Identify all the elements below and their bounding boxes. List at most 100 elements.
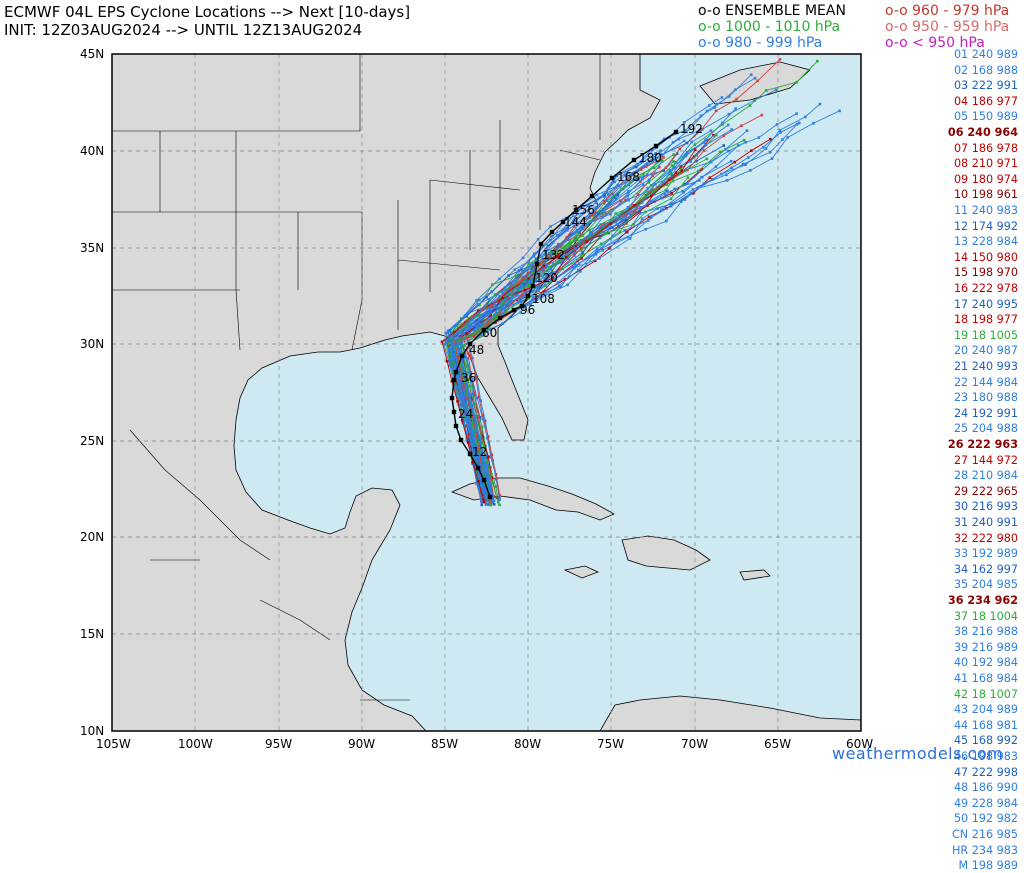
track-point <box>778 58 782 61</box>
track-point <box>712 133 715 137</box>
track-point <box>468 384 471 388</box>
lat-label: 20N <box>80 530 105 544</box>
track-point <box>527 260 530 263</box>
track-point <box>588 228 591 232</box>
track-point <box>444 331 448 335</box>
track-point <box>634 165 638 169</box>
track-point <box>496 500 500 504</box>
track-point <box>647 190 651 194</box>
track-point <box>489 455 493 459</box>
track-point <box>481 313 484 317</box>
track-point <box>689 160 692 163</box>
track-point <box>680 169 683 173</box>
track-point <box>657 166 661 169</box>
track-point <box>544 250 548 254</box>
track-point <box>542 264 546 268</box>
track-point <box>664 219 668 223</box>
track-point <box>507 291 511 294</box>
track-point <box>463 379 467 382</box>
track-point <box>508 301 512 304</box>
member-entry: 25 204 988 <box>953 422 1018 436</box>
track-point <box>482 498 485 501</box>
track-point <box>478 298 481 302</box>
track-point <box>639 168 643 171</box>
mean-track-point <box>453 423 459 429</box>
member-entry: 05 150 989 <box>953 110 1018 124</box>
track-point <box>471 459 475 463</box>
track-point <box>493 293 497 297</box>
track-point <box>528 280 531 284</box>
track-point <box>487 303 490 307</box>
track-point <box>490 500 494 503</box>
track-point <box>633 203 637 207</box>
track-point <box>465 396 469 400</box>
track-point <box>481 441 484 445</box>
track-point <box>561 260 564 263</box>
mean-track-point <box>458 437 464 443</box>
track-point <box>701 128 704 131</box>
track-point <box>665 183 669 186</box>
track-point <box>488 503 492 507</box>
track-point <box>463 374 467 378</box>
track-point <box>464 365 467 369</box>
track-point <box>803 115 807 119</box>
ensemble-track <box>450 179 640 499</box>
jamaica <box>563 565 600 579</box>
track-point <box>644 227 647 231</box>
track-point <box>625 230 628 234</box>
track-point <box>705 157 709 161</box>
track-point <box>531 271 535 275</box>
track-point <box>456 332 460 335</box>
track-point <box>678 147 682 151</box>
track-point <box>503 295 506 298</box>
track-point <box>451 348 454 352</box>
track-point <box>779 131 782 134</box>
track-point <box>482 334 486 337</box>
track-point <box>489 317 492 320</box>
site-credit[interactable]: weathermodels.com <box>832 744 1004 763</box>
mean-track-point <box>530 283 536 289</box>
track-point <box>557 253 560 256</box>
track-point <box>775 123 779 126</box>
track-point <box>611 234 614 238</box>
member-entry: 11 240 983 <box>953 204 1018 217</box>
track-point <box>730 166 733 170</box>
track-point <box>507 274 510 277</box>
track-point <box>679 171 683 175</box>
track-point <box>509 299 513 302</box>
track-point <box>689 191 693 195</box>
track-point <box>462 419 466 423</box>
track-point <box>529 303 532 306</box>
track-point <box>471 415 474 419</box>
track-point <box>536 289 540 293</box>
track-point <box>474 375 478 378</box>
track-point <box>551 251 555 255</box>
member-entry: 47 222 998 <box>953 765 1018 779</box>
track-point <box>668 168 672 172</box>
track-point <box>526 271 530 275</box>
track-point <box>722 134 726 138</box>
track-point <box>475 482 478 485</box>
track-point <box>599 230 603 234</box>
track-point <box>637 178 641 181</box>
track-point <box>568 233 572 237</box>
track-point <box>670 164 674 168</box>
track-point <box>521 270 524 273</box>
track-point <box>627 183 631 187</box>
track-point <box>531 296 535 299</box>
track-point <box>669 204 673 208</box>
track-point <box>644 210 647 214</box>
track-point <box>795 80 798 84</box>
track-point <box>478 457 482 460</box>
track-point <box>561 228 565 231</box>
mean-track-hour-label: 120 <box>535 271 558 285</box>
track-point <box>636 193 640 196</box>
member-entry: 21 240 993 <box>953 360 1018 373</box>
track-point <box>720 96 724 99</box>
track-point <box>476 410 479 413</box>
track-point <box>556 281 560 284</box>
track-point <box>475 442 479 446</box>
member-entry: 32 222 980 <box>953 531 1018 545</box>
mean-track-point <box>534 261 540 267</box>
track-point <box>596 247 599 250</box>
